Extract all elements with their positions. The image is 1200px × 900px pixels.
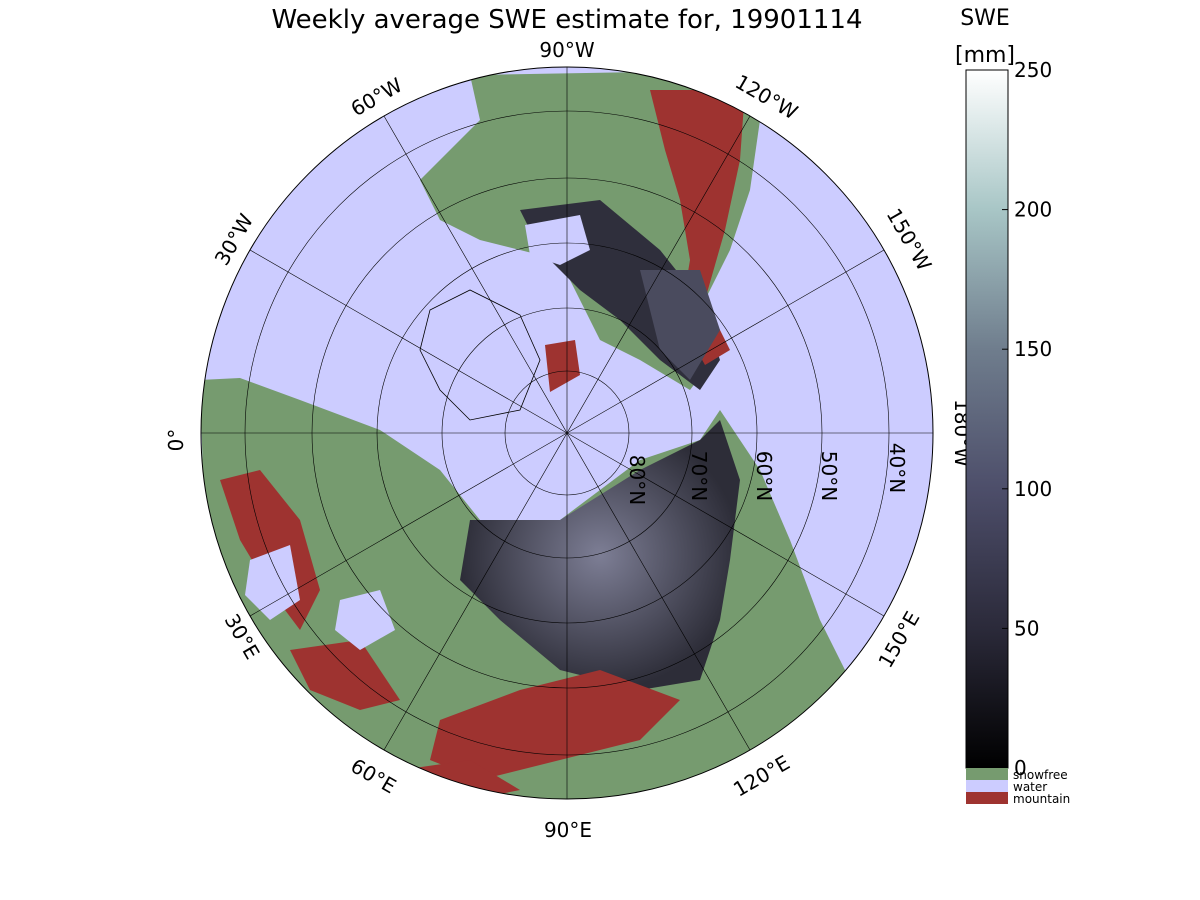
rockies-mountain [650,90,745,365]
greenland-outline [419,289,541,421]
meridian-150w-30e [249,249,885,617]
lat-label-70n: 70°N [687,451,711,501]
colorbar-tick-label: 150 [1014,337,1052,361]
category-label-water: water [1013,780,1047,794]
polar-map [201,67,933,799]
lat-label-50n: 50°N [817,451,841,501]
colorbar: SWE [mm] 250 200 150 100 50 0 snowfreewatermo… [955,6,1070,806]
colorbar-ticks: 250 200 150 100 50 0 [1002,58,1052,780]
colorbar-title-unit: [mm] [955,43,1015,68]
category-swatch-mountain [966,792,1008,804]
lat-label-40n: 40°N [885,443,909,493]
category-swatch-snowfree [966,768,1008,780]
central-asia-mountain [430,670,680,780]
category-label-mountain: mountain [1013,792,1070,806]
latitude-labels: 80°N 70°N 60°N 50°N 40°N [625,443,909,505]
colorbar-tick-label: 50 [1014,616,1039,640]
colorbar-tick-label: 200 [1014,198,1052,222]
map-title: Weekly average SWE estimate for, 1990111… [271,5,862,35]
colorbar-tick-label: 0 [1014,756,1027,780]
lat-label-80n: 80°N [625,455,649,505]
caspian-water [335,590,395,650]
colorbar-title-swe: SWE [960,6,1010,31]
siberia-snow [460,420,740,690]
category-label-snowfree: snowfree [1013,768,1068,782]
lon-label-0: 0° [164,429,188,452]
baltic-water [245,545,300,620]
hudson-bay-water [525,215,590,265]
graticule [201,67,933,799]
caucasus-mountain [290,640,400,710]
category-swatch-water [966,780,1008,792]
lat-label-60n: 60°N [752,451,776,501]
lon-label-120e: 120°E [729,750,794,801]
map-boundary [200,66,934,800]
lon-label-90w: 90°W [539,38,594,62]
colorbar-tick-label: 250 [1014,58,1052,82]
colorbar-gradient [965,69,1009,769]
canadian-archipelago-mountain [545,340,580,392]
colorbar-tick-label: 100 [1014,477,1052,501]
lon-label-90e: 90°E [544,818,592,842]
lon-label-60e: 60°E [347,754,401,799]
